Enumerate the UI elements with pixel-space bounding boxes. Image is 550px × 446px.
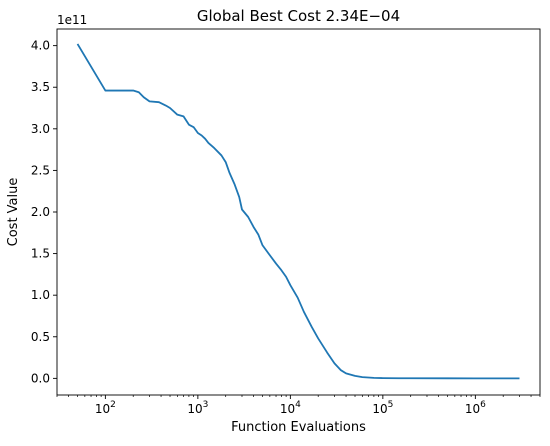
x-tick-label: 103 — [187, 400, 208, 416]
x-tick-label: 105 — [372, 400, 393, 416]
y-axis-ticks: 0.0 0.5 1.0 1.5 2.0 2.5 3.0 3.5 4.0 — [31, 39, 57, 385]
x-tick-base: 10 — [372, 402, 387, 416]
y-offset-label: 1e11 — [57, 13, 87, 27]
x-tick-exponent: 3 — [203, 400, 209, 410]
y-tick-label: 1.0 — [31, 288, 50, 302]
y-tick-label: 2.0 — [31, 205, 50, 219]
x-tick-label: 106 — [465, 400, 486, 416]
x-tick-exponent: 5 — [388, 400, 394, 410]
x-axis-label: Function Evaluations — [231, 420, 366, 435]
x-tick-base: 10 — [465, 402, 480, 416]
y-tick-label: 4.0 — [31, 39, 50, 53]
x-tick-exponent: 2 — [110, 400, 116, 410]
x-tick-exponent: 4 — [295, 400, 301, 410]
y-tick-label: 3.5 — [31, 80, 50, 94]
series-line — [76, 43, 520, 380]
plot-area — [56, 28, 541, 396]
y-tick-label: 0.0 — [31, 371, 50, 385]
chart-title: Global Best Cost 2.34E−04 — [197, 7, 400, 25]
y-tick-label: 2.5 — [31, 163, 50, 177]
y-tick-label: 0.5 — [31, 330, 50, 344]
x-tick-base: 10 — [187, 402, 202, 416]
x-tick-base: 10 — [280, 402, 295, 416]
x-tick-label: 104 — [280, 400, 301, 416]
x-tick-label: 102 — [95, 400, 116, 416]
axes-frame — [56, 28, 541, 396]
x-axis-ticks: 102 103 104 105 106 — [56, 395, 541, 416]
x-tick-base: 10 — [95, 402, 110, 416]
y-axis-label: Cost Value — [6, 178, 21, 247]
x-tick-exponent: 6 — [480, 400, 486, 410]
y-tick-label: 3.0 — [31, 122, 50, 136]
y-tick-label: 1.5 — [31, 247, 50, 261]
